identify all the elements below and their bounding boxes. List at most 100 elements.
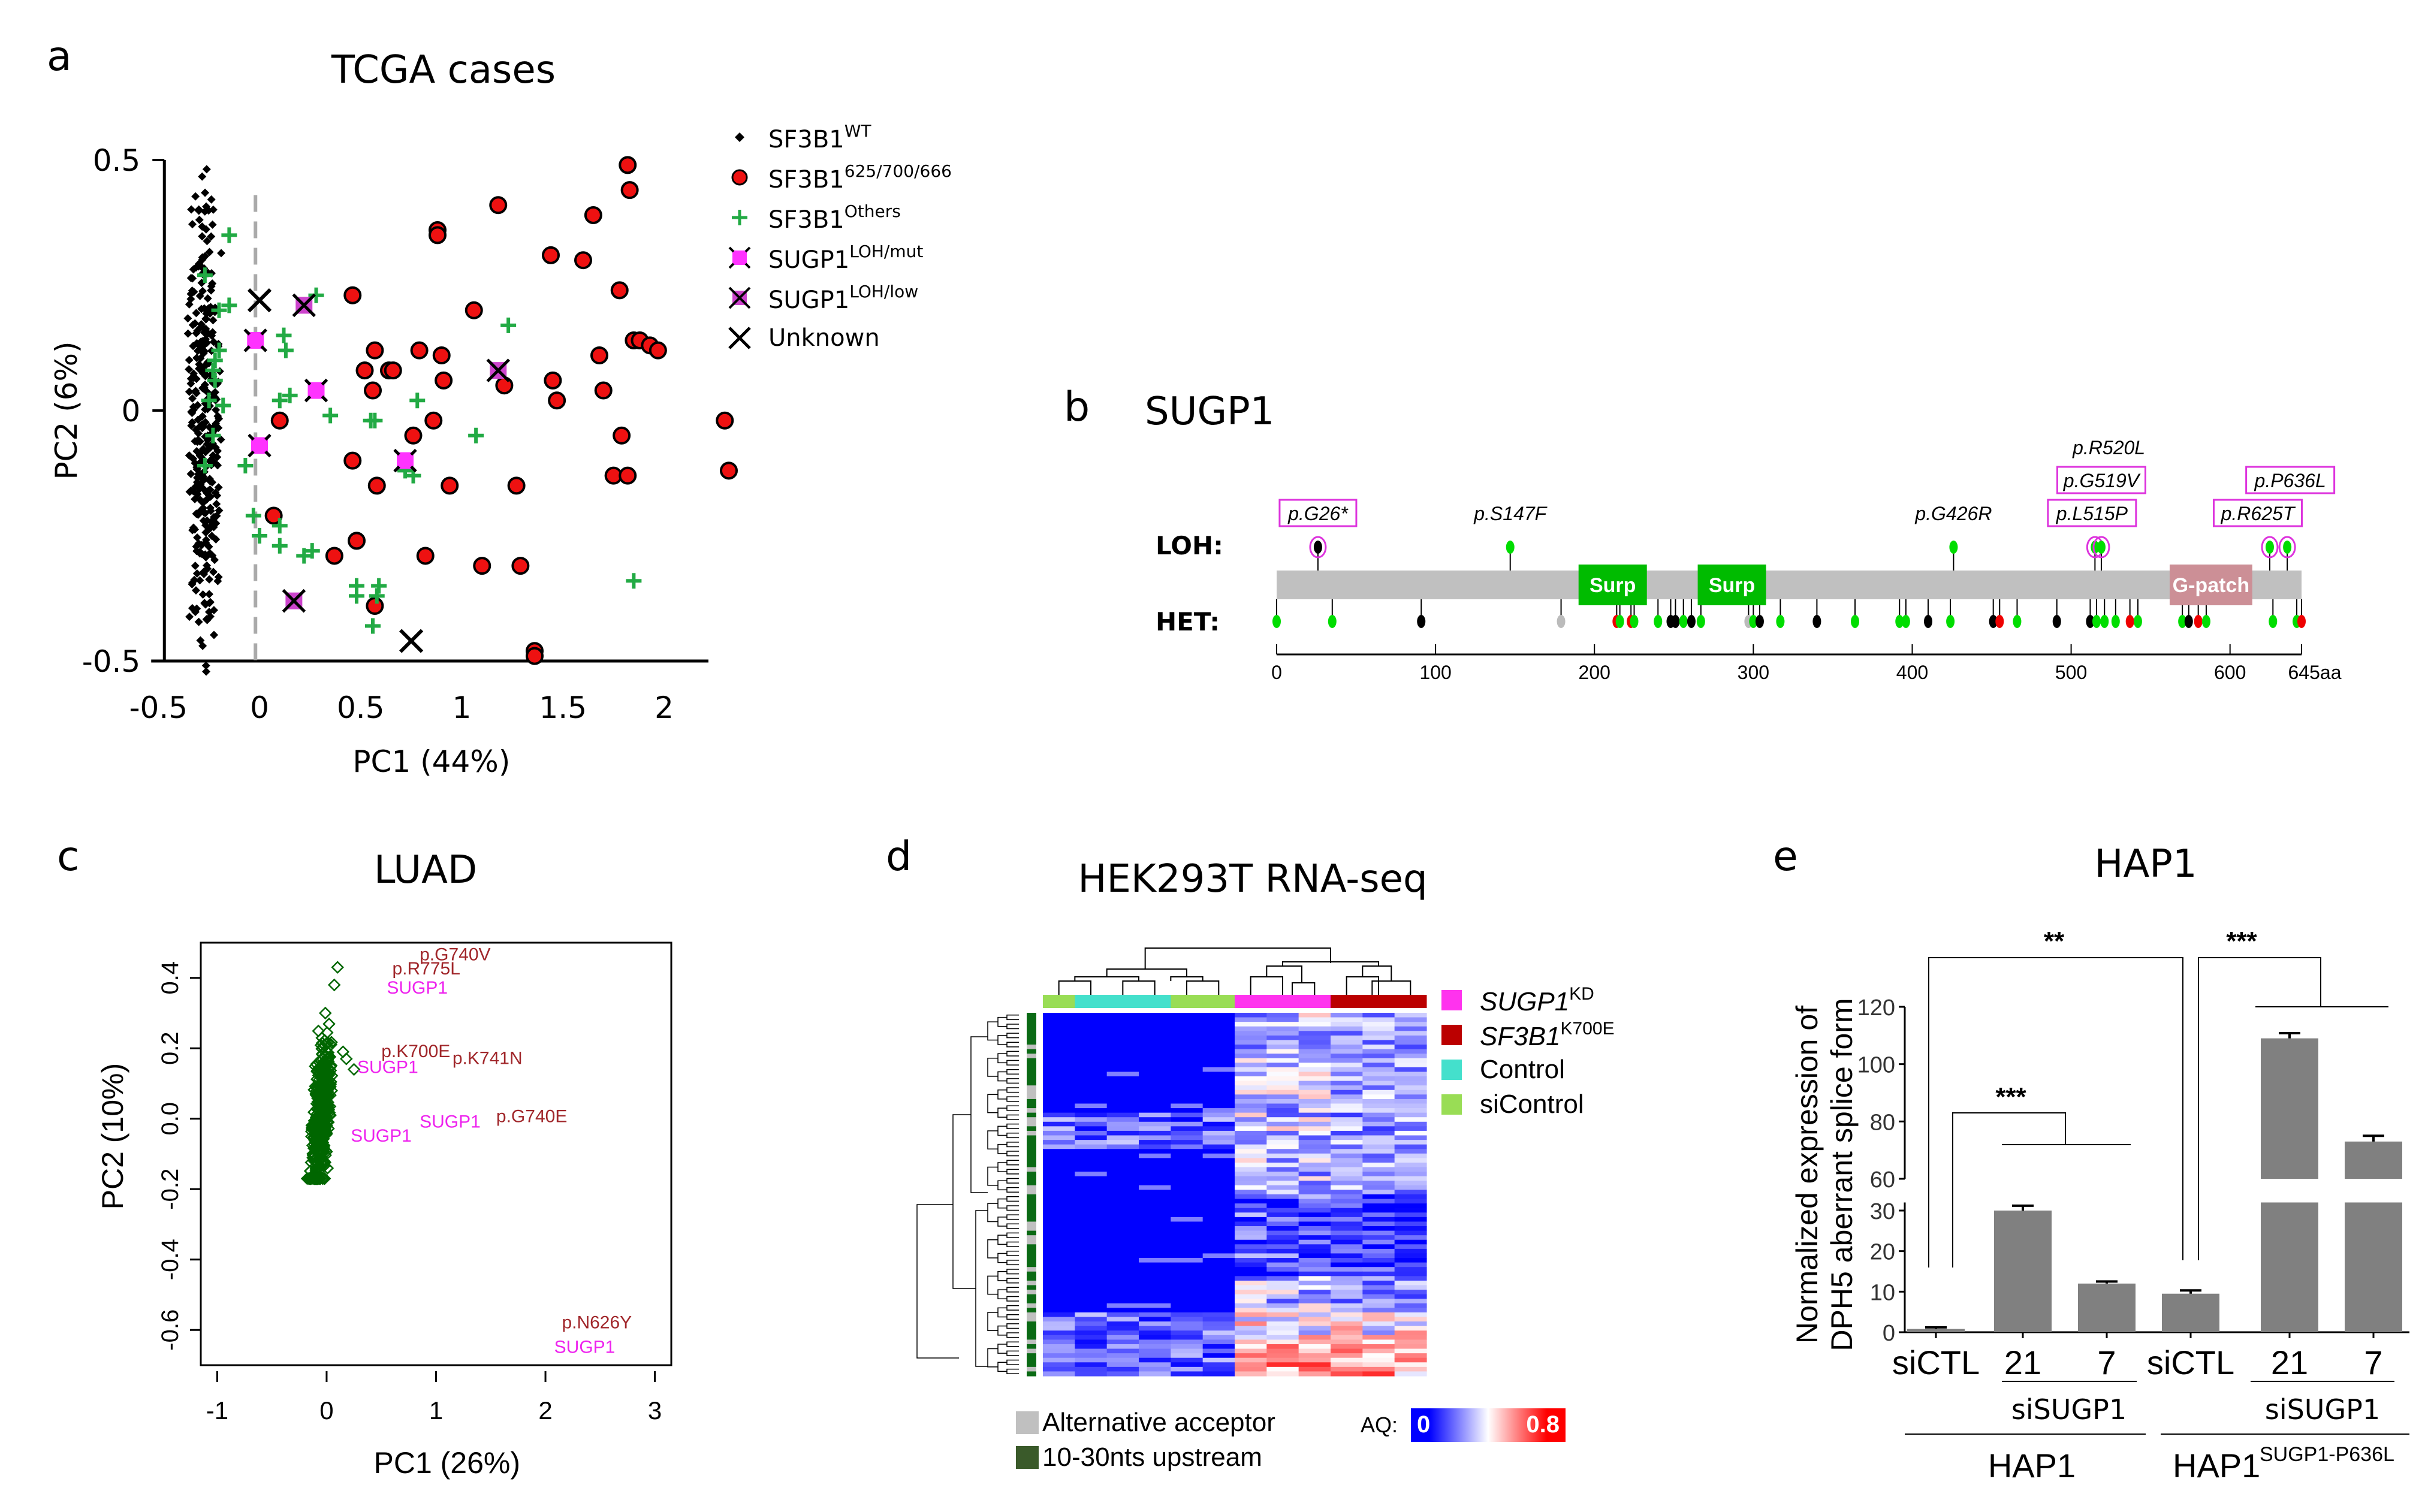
y-tick-label: 0.0 — [157, 1102, 183, 1136]
heatmap-cell — [1298, 1098, 1331, 1104]
het-mutation — [1687, 615, 1696, 628]
heatmap-cell — [1043, 1280, 1075, 1286]
point-sf3b1-hotspot — [348, 532, 366, 550]
heatmap-cell — [1171, 1022, 1204, 1027]
heatmap-cell — [1298, 1185, 1331, 1191]
point-sf3b1-other — [371, 578, 387, 594]
heatmap-cell — [1202, 1130, 1235, 1136]
heatmap-cell — [1235, 1026, 1267, 1031]
point-wt — [192, 354, 201, 363]
heatmap-cell — [1202, 1185, 1235, 1191]
heatmap-cell — [1171, 1362, 1204, 1368]
heatmap-cell — [1394, 1194, 1427, 1200]
heatmap-cell — [1394, 1162, 1427, 1168]
heatmap-cell — [1075, 1344, 1108, 1350]
heatmap-cell — [1075, 1208, 1108, 1213]
heatmap-cell — [1106, 1276, 1139, 1281]
heatmap-cell — [1394, 1108, 1427, 1113]
point — [336, 1045, 350, 1058]
y-tick-label: 0 — [1883, 1321, 1895, 1346]
row-annotation-cell — [1027, 1040, 1036, 1045]
heatmap-cell — [1202, 1271, 1235, 1276]
heatmap-cell — [1106, 1153, 1139, 1158]
heatmap-cell — [1298, 1248, 1331, 1254]
heatmap-cell — [1266, 1035, 1299, 1041]
marker-shape — [731, 169, 748, 185]
heatmap-cell — [1266, 1248, 1299, 1254]
heatmap-cell — [1139, 1276, 1171, 1281]
heatmap-cell — [1075, 1321, 1108, 1327]
heatmap-cell — [1235, 1063, 1267, 1068]
heatmap-cell — [1394, 1153, 1427, 1158]
point-wt — [212, 499, 221, 508]
point-wt — [214, 483, 223, 492]
point-wt — [204, 542, 213, 551]
heatmap-cell — [1106, 1199, 1139, 1204]
heatmap-cell — [1043, 1357, 1075, 1363]
heatmap-cell — [1235, 1339, 1267, 1345]
row-annotation-cell — [1027, 1072, 1036, 1077]
heatmap-cell — [1362, 1321, 1395, 1327]
heatmap-cell — [1171, 1357, 1204, 1363]
marker-shape — [728, 326, 751, 349]
heatmap-cell — [1171, 1290, 1204, 1295]
heatmap-cell — [1202, 1140, 1235, 1145]
heatmap-cell — [1171, 1135, 1204, 1140]
point-sf3b1-other — [211, 302, 227, 318]
point-wt — [205, 590, 214, 599]
row-annotation-cell — [1027, 1366, 1036, 1372]
point-wt — [202, 667, 211, 676]
point-sugp1-loh-mut — [307, 382, 325, 399]
legend-item-oth: SF3B1Others — [726, 197, 952, 237]
heatmap-cell — [1394, 1072, 1427, 1077]
mutation-label: p.P636L — [2254, 470, 2326, 491]
row-annotation-cell — [1027, 1013, 1036, 1018]
heatmap-cell — [1266, 1090, 1299, 1095]
heatmap-cell — [1043, 1276, 1075, 1281]
heatmap-cell — [1235, 1135, 1267, 1140]
heatmap-cell — [1266, 1239, 1299, 1245]
row-annotation-cell — [1027, 1172, 1036, 1177]
significance-bracket — [1952, 1112, 2131, 1267]
heatmap-cell — [1235, 1190, 1267, 1195]
point-sf3b1-other — [369, 588, 385, 604]
heatmap-cell — [1139, 1262, 1171, 1267]
heatmap-cell — [1043, 1371, 1075, 1377]
heatmap-cell — [1331, 1181, 1363, 1186]
heatmap-cell — [1171, 1035, 1204, 1041]
heatmap-cell — [1235, 1312, 1267, 1318]
heatmap-cell — [1043, 1230, 1075, 1236]
point-wt — [206, 597, 215, 606]
het-mutation — [1895, 615, 1904, 628]
panel-d-letter: d — [886, 833, 912, 880]
row-annotation-cell — [1027, 1362, 1036, 1368]
heatmap-cell — [1139, 1130, 1171, 1136]
heatmap-cell — [1139, 1094, 1171, 1100]
heatmap-cell — [1075, 1294, 1108, 1299]
heatmap-cell — [1266, 1221, 1299, 1227]
heatmap-cell — [1362, 1162, 1395, 1168]
heatmap-cell — [1331, 1217, 1363, 1223]
heatmap-cell — [1331, 1040, 1363, 1045]
heatmap-cell — [1202, 1280, 1235, 1286]
heatmap-cell — [1394, 1235, 1427, 1241]
heatmap-cell — [1106, 1335, 1139, 1340]
heatmap-cell — [1298, 1199, 1331, 1204]
heatmap-cell — [1331, 1199, 1363, 1204]
row-annotation-cell — [1027, 1217, 1036, 1223]
heatmap-cell — [1362, 1239, 1395, 1245]
heatmap-cell — [1106, 1167, 1139, 1172]
point-sf3b1-hotspot — [594, 381, 613, 400]
heatmap-cell — [1362, 1040, 1395, 1045]
heatmap-cell — [1331, 1130, 1363, 1136]
heatmap-cell — [1171, 1248, 1204, 1254]
heatmap-cell — [1266, 1058, 1299, 1063]
heatmap-cell — [1202, 1117, 1235, 1122]
heatmap-cell — [1394, 1112, 1427, 1118]
heatmap-cell — [1202, 1076, 1235, 1082]
heatmap-cell — [1266, 1117, 1299, 1122]
point-wt — [193, 437, 202, 446]
point-sf3b1-hotspot — [404, 426, 423, 445]
heatmap-cell — [1106, 1248, 1139, 1254]
heatmap-cell — [1171, 1040, 1204, 1045]
